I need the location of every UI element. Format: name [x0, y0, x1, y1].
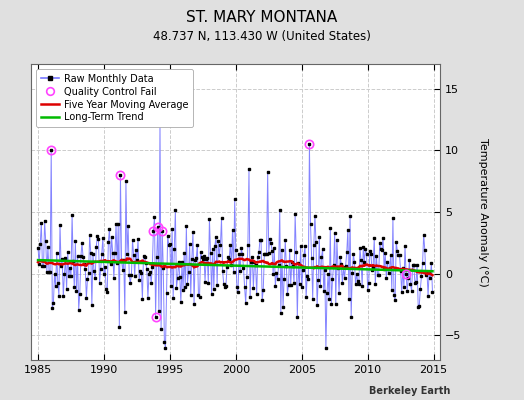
Legend: Raw Monthly Data, Quality Control Fail, Five Year Moving Average, Long-Term Tren: Raw Monthly Data, Quality Control Fail, …: [36, 69, 193, 127]
Text: Berkeley Earth: Berkeley Earth: [369, 386, 451, 396]
Y-axis label: Temperature Anomaly (°C): Temperature Anomaly (°C): [478, 138, 488, 286]
Text: 48.737 N, 113.430 W (United States): 48.737 N, 113.430 W (United States): [153, 30, 371, 43]
Text: ST. MARY MONTANA: ST. MARY MONTANA: [187, 10, 337, 25]
